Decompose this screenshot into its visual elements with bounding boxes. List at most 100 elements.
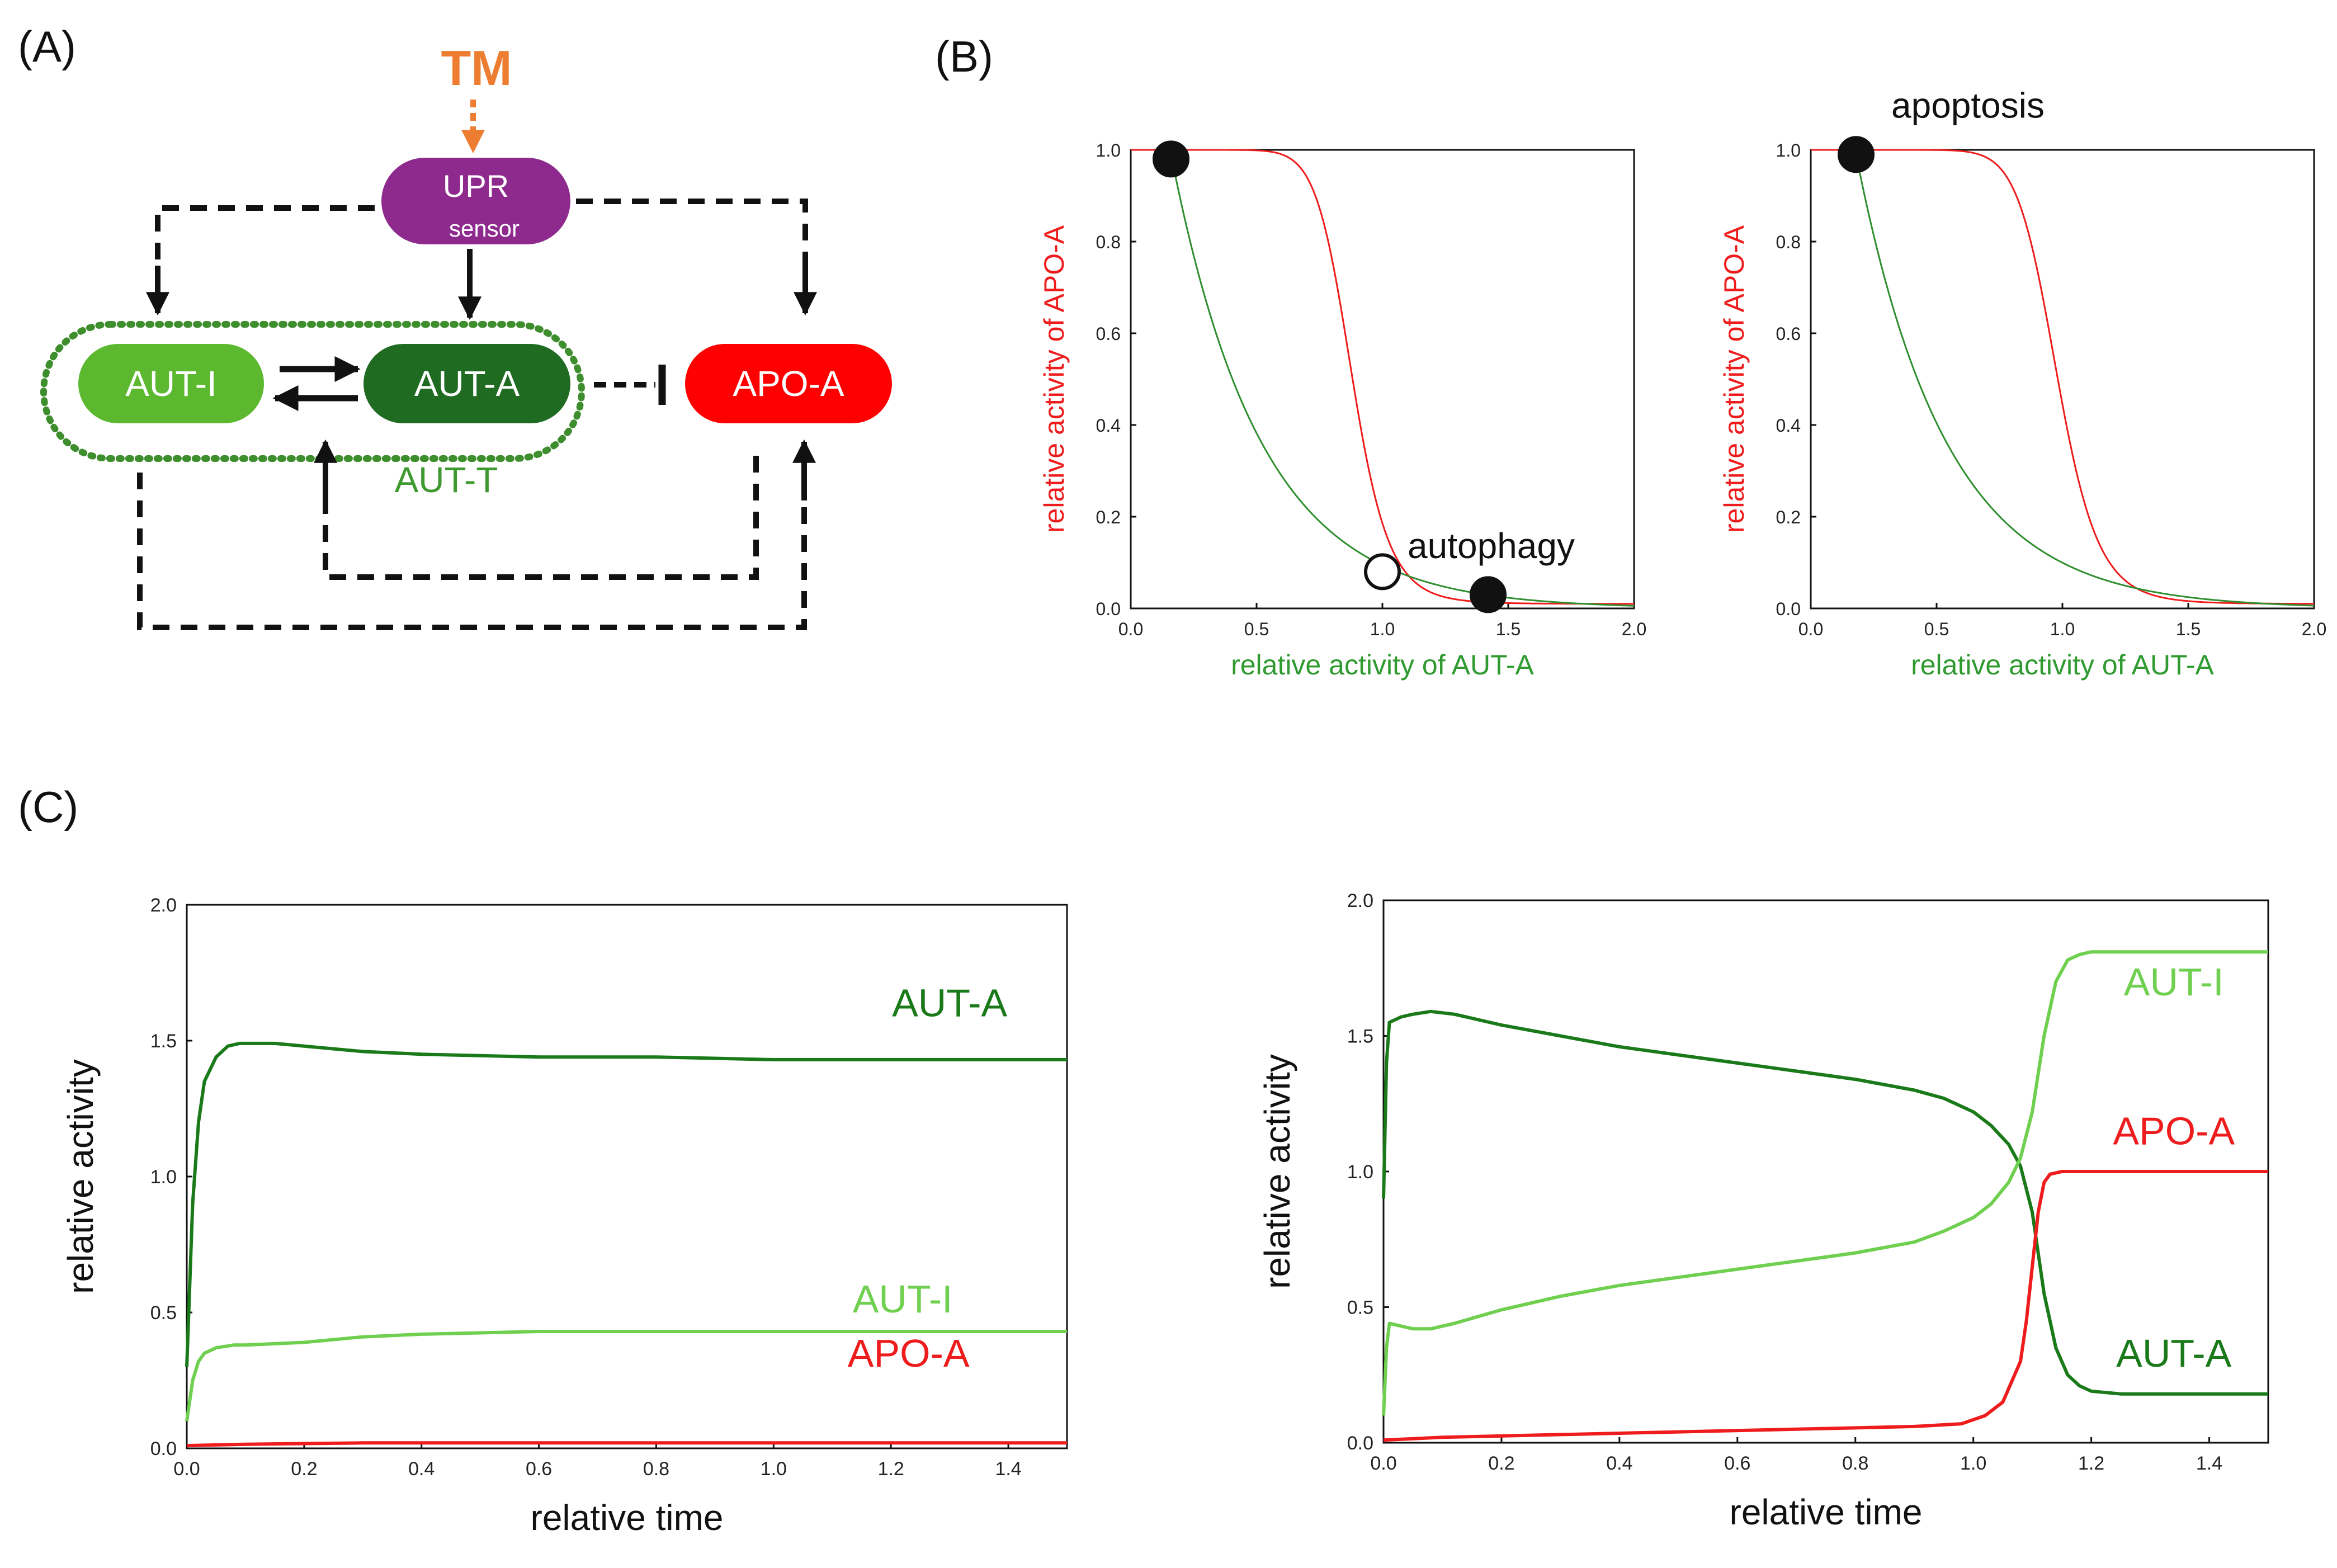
- red-nullcline: [1811, 149, 2314, 605]
- green-nullcline: [1170, 154, 1635, 607]
- series-label-apo-a: APO-A: [848, 1331, 970, 1375]
- x-axis-label: relative activity of AUT-A: [1231, 649, 1534, 681]
- x-tick-label: 0.6: [1724, 1453, 1750, 1474]
- tm-label: TM: [441, 40, 512, 96]
- y-tick-label: 0.2: [1776, 507, 1801, 527]
- x-tick-label: 0.6: [526, 1458, 552, 1480]
- y-tick-label: 0.4: [1776, 415, 1801, 436]
- y-tick-label: 0.5: [1347, 1297, 1373, 1319]
- x-tick-label: 2.0: [1622, 619, 1646, 639]
- upr-to-apo-a-dashed: [576, 199, 808, 266]
- green-nullcline: [1855, 154, 2314, 607]
- y-tick-label: 1.0: [1096, 140, 1121, 160]
- x-tick-label: 2.0: [2302, 619, 2326, 639]
- x-tick-label: 0.0: [173, 1458, 200, 1480]
- series-label-apo-a: APO-A: [2113, 1109, 2235, 1153]
- x-tick-label: 1.0: [761, 1458, 787, 1480]
- y-tick-label: 2.0: [1347, 890, 1373, 911]
- series-label-aut-a: AUT-A: [2116, 1331, 2231, 1375]
- chart-c-left: 0.0 0.2 0.4 0.6 0.8 1.0 1.2 1.4 0.0 0.5 1.0 1.5 2.0 r…: [60, 895, 1068, 1538]
- series-label-aut-i: AUT-I: [853, 1277, 953, 1321]
- x-axis-label: relative time: [1730, 1492, 1923, 1532]
- x-tick-label: 1.2: [878, 1458, 904, 1480]
- series-line-apo-a: [186, 1441, 1067, 1448]
- apo-a-label: APO-A: [733, 363, 844, 404]
- chart-b-left: 0.0 0.5 1.0 1.5 2.0 0.0 0.2 0.4 0.6 0.8 1.0 relativ…: [1038, 140, 1646, 681]
- aut-a-node: [363, 344, 570, 423]
- apo-a-node: [685, 344, 892, 423]
- y-tick-label: 0.4: [1096, 415, 1121, 436]
- y-tick-label: 1.0: [1347, 1161, 1373, 1183]
- x-tick-label: 0.4: [408, 1458, 435, 1480]
- x-tick-label: 0.4: [1606, 1453, 1632, 1474]
- x-tick-label: 0.0: [1798, 619, 1823, 639]
- steady-state-annotation: apoptosis: [1891, 86, 2045, 126]
- aut-i-node: [78, 344, 264, 423]
- aut-t-label: AUT-T: [395, 460, 498, 500]
- series-line-aut-a: [1382, 1009, 2268, 1396]
- x-tick-label: 0.5: [1924, 619, 1949, 639]
- x-tick-label: 0.2: [1488, 1453, 1514, 1474]
- x-tick-label: 1.0: [2050, 619, 2075, 639]
- y-axis-label: relative activity of APO-A: [1038, 225, 1070, 533]
- aut-a-label: AUT-A: [414, 363, 520, 404]
- chart-b-right: 0.0 0.5 1.0 1.5 2.0 0.0 0.2 0.4 0.6 0.8 1.0 relativ…: [1718, 86, 2326, 681]
- x-tick-label: 0.0: [1118, 619, 1143, 639]
- upr-to-aut-t-dashed: [155, 205, 375, 266]
- y-axis-label: relative activity: [60, 1059, 101, 1294]
- panel-label-c: (C): [18, 782, 78, 832]
- series-line-aut-i: [1382, 950, 2268, 1416]
- chart-c-right: 0.0 0.2 0.4 0.6 0.8 1.0 1.2 1.4 0.0 0.5 1.0 1.5 2.0 r…: [1257, 890, 2269, 1532]
- x-tick-label: 1.0: [1960, 1453, 1986, 1474]
- panel-label-b: (B): [935, 32, 993, 81]
- aut-t-enclosure: [40, 321, 585, 462]
- steady-state-annotation: autophagy: [1408, 526, 1575, 566]
- y-tick-label: 1.5: [1347, 1026, 1373, 1047]
- y-tick-label: 0.0: [1096, 599, 1121, 619]
- y-tick-label: 0.8: [1096, 232, 1121, 252]
- y-tick-label: 0.5: [150, 1302, 177, 1324]
- y-tick-label: 0.2: [1096, 507, 1121, 527]
- x-tick-label: 1.5: [1496, 619, 1521, 639]
- network-diagram: TM UPR sensor AUT-I AUT-A APO-A AUT-T: [40, 40, 892, 630]
- x-axis-label: relative activity of AUT-A: [1911, 649, 2214, 681]
- y-tick-label: 1.0: [1776, 140, 1801, 160]
- panel-label-a: (A): [18, 22, 76, 71]
- x-axis-label: relative time: [531, 1498, 724, 1538]
- y-axis-label: relative activity: [1257, 1054, 1297, 1289]
- x-tick-label: 0.5: [1244, 619, 1269, 639]
- y-tick-label: 0.6: [1096, 324, 1121, 344]
- series-label-aut-a: AUT-A: [892, 981, 1007, 1024]
- y-tick-label: 0.8: [1776, 232, 1801, 252]
- stable-steady-state-point: [1470, 576, 1507, 613]
- y-tick-label: 1.5: [150, 1031, 177, 1052]
- aut-t-feedback-loop: [137, 473, 807, 630]
- plot-frame: [1810, 149, 2315, 610]
- x-tick-label: 1.2: [2078, 1453, 2104, 1474]
- unstable-steady-state-point: [1364, 553, 1401, 591]
- series-label-aut-i: AUT-I: [2124, 960, 2224, 1004]
- y-tick-label: 0.6: [1776, 324, 1801, 344]
- stable-steady-state-point: [1838, 136, 1875, 173]
- y-tick-label: 1.0: [150, 1166, 177, 1188]
- aut-i-label: AUT-I: [125, 363, 217, 404]
- series-line-aut-i: [185, 1330, 1067, 1421]
- y-tick-label: 0.0: [150, 1438, 177, 1460]
- series-line-aut-a: [185, 1041, 1067, 1367]
- x-tick-label: 1.5: [2176, 619, 2201, 639]
- y-tick-label: 2.0: [150, 895, 177, 916]
- apo-a-feedback-loop: [323, 456, 759, 580]
- x-tick-label: 0.8: [1842, 1453, 1868, 1474]
- x-tick-label: 0.2: [291, 1458, 317, 1480]
- y-tick-label: 0.0: [1347, 1433, 1373, 1454]
- upr-sensor-node: [381, 158, 570, 244]
- series-line-apo-a: [1383, 1170, 2268, 1442]
- x-tick-label: 0.8: [643, 1458, 669, 1480]
- upr-sensor-label-2: sensor: [449, 215, 520, 242]
- x-tick-label: 0.0: [1370, 1453, 1396, 1474]
- red-nullcline: [1131, 149, 1634, 605]
- y-tick-label: 0.0: [1776, 599, 1801, 619]
- upr-sensor-label-1: UPR: [443, 168, 509, 204]
- x-tick-label: 1.0: [1370, 619, 1395, 639]
